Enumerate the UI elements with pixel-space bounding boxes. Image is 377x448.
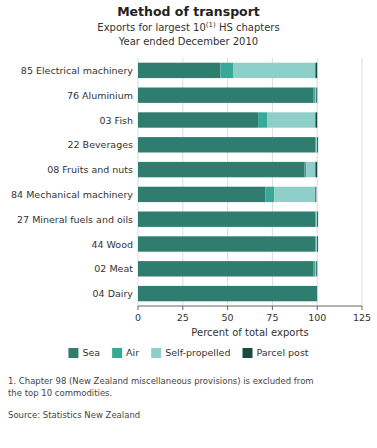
- tick-mark: [182, 306, 183, 310]
- bar-segment: [317, 286, 318, 301]
- legend-label: Self-propelled: [165, 347, 230, 358]
- legend: Sea Air Self-propelled Parcel post: [68, 347, 308, 358]
- category-label: 02 Meat: [94, 263, 133, 274]
- grid-line: [317, 58, 318, 306]
- bar-segment: [274, 187, 315, 202]
- bar-segment: [306, 162, 315, 177]
- grid-line: [362, 58, 363, 306]
- subtitle: Exports for largest 10(1) HS chapters: [97, 21, 279, 33]
- bar-segment: [315, 88, 317, 103]
- tick-label: 100: [308, 312, 326, 323]
- category-label: 84 Mechanical machinery: [11, 189, 133, 200]
- category-label: 22 Beverages: [68, 139, 134, 150]
- bar-segment: [138, 63, 220, 78]
- subtitle: Year ended December 2010: [118, 36, 258, 47]
- footnote: the top 10 commodities.: [8, 388, 112, 398]
- bar-segment: [265, 187, 274, 202]
- tick-mark: [227, 306, 228, 310]
- tick-mark: [272, 306, 273, 310]
- bar-segment: [138, 88, 314, 103]
- category-label: 76 Aluminium: [67, 90, 133, 101]
- bar-segment: [315, 162, 317, 177]
- chart: Method of transport Exports for largest 1…: [0, 0, 377, 448]
- bar-segment: [315, 236, 317, 251]
- category-label: 85 Electrical machinery: [21, 65, 134, 76]
- title: Method of transport: [117, 4, 260, 19]
- bar-segment: [315, 112, 317, 127]
- bar-segment: [317, 137, 319, 152]
- bar-segment: [315, 212, 317, 227]
- bar-segment: [138, 112, 258, 127]
- tick-label: 0: [135, 312, 141, 323]
- bar-segment: [316, 88, 318, 103]
- bar-segment: [317, 286, 318, 301]
- legend-swatch: [68, 348, 78, 358]
- legend-swatch: [243, 348, 253, 358]
- bar-segment: [316, 261, 318, 276]
- legend-swatch: [112, 348, 122, 358]
- x-axis-line: [138, 306, 362, 307]
- bar-segment: [317, 236, 319, 251]
- category-label: 03 Fish: [100, 115, 134, 126]
- category-label: 27 Mineral fuels and oils: [17, 214, 133, 225]
- source: Source: Statistics New Zealand: [8, 410, 140, 420]
- bar-segment: [138, 286, 317, 301]
- category-label: 44 Wood: [91, 239, 133, 250]
- x-axis-label: Percent of total exports: [191, 327, 308, 338]
- bar-segment: [315, 261, 317, 276]
- footnote: 1. Chapter 98 (New Zealand miscellaneous…: [8, 376, 314, 386]
- bar-segment: [305, 162, 307, 177]
- bars: [138, 63, 318, 302]
- bar-segment: [314, 261, 316, 276]
- bar-segment: [315, 187, 317, 202]
- bar-segment: [138, 187, 265, 202]
- tick-mark: [362, 306, 363, 310]
- bar-segment: [138, 137, 315, 152]
- tick-mark: [317, 306, 318, 310]
- bar-segment: [138, 236, 315, 251]
- grid: [138, 58, 362, 306]
- bar-segment: [317, 286, 318, 301]
- tick-label: 125: [353, 312, 371, 323]
- bar-segment: [315, 137, 317, 152]
- tick-label: 25: [177, 312, 189, 323]
- bar-segment: [138, 212, 315, 227]
- tick-label: 50: [222, 312, 234, 323]
- legend-label: Sea: [82, 347, 100, 358]
- bar-segment: [314, 88, 316, 103]
- legend-label: Air: [126, 347, 139, 358]
- bar-segment: [315, 63, 317, 78]
- subtitle-superscript: (1): [206, 21, 216, 29]
- bar-segment: [233, 63, 315, 78]
- subtitle-part: HS chapters: [216, 22, 280, 33]
- bar-segment: [267, 112, 315, 127]
- bar-segment: [316, 236, 318, 251]
- category-label: 04 Dairy: [93, 288, 134, 299]
- bar-segment: [316, 212, 318, 227]
- bar-segment: [317, 212, 319, 227]
- legend-swatch: [151, 348, 161, 358]
- bar-segment: [138, 162, 305, 177]
- subtitle-part: Exports for largest 10: [97, 22, 205, 33]
- tick-mark: [138, 306, 139, 310]
- tick-label: 75: [266, 312, 278, 323]
- bar-segment: [138, 261, 314, 276]
- bar-segment: [220, 63, 233, 78]
- bar-segment: [258, 112, 267, 127]
- bar-segment: [316, 137, 318, 152]
- category-label: 08 Fruits and nuts: [47, 164, 133, 175]
- legend-label: Parcel post: [257, 347, 309, 358]
